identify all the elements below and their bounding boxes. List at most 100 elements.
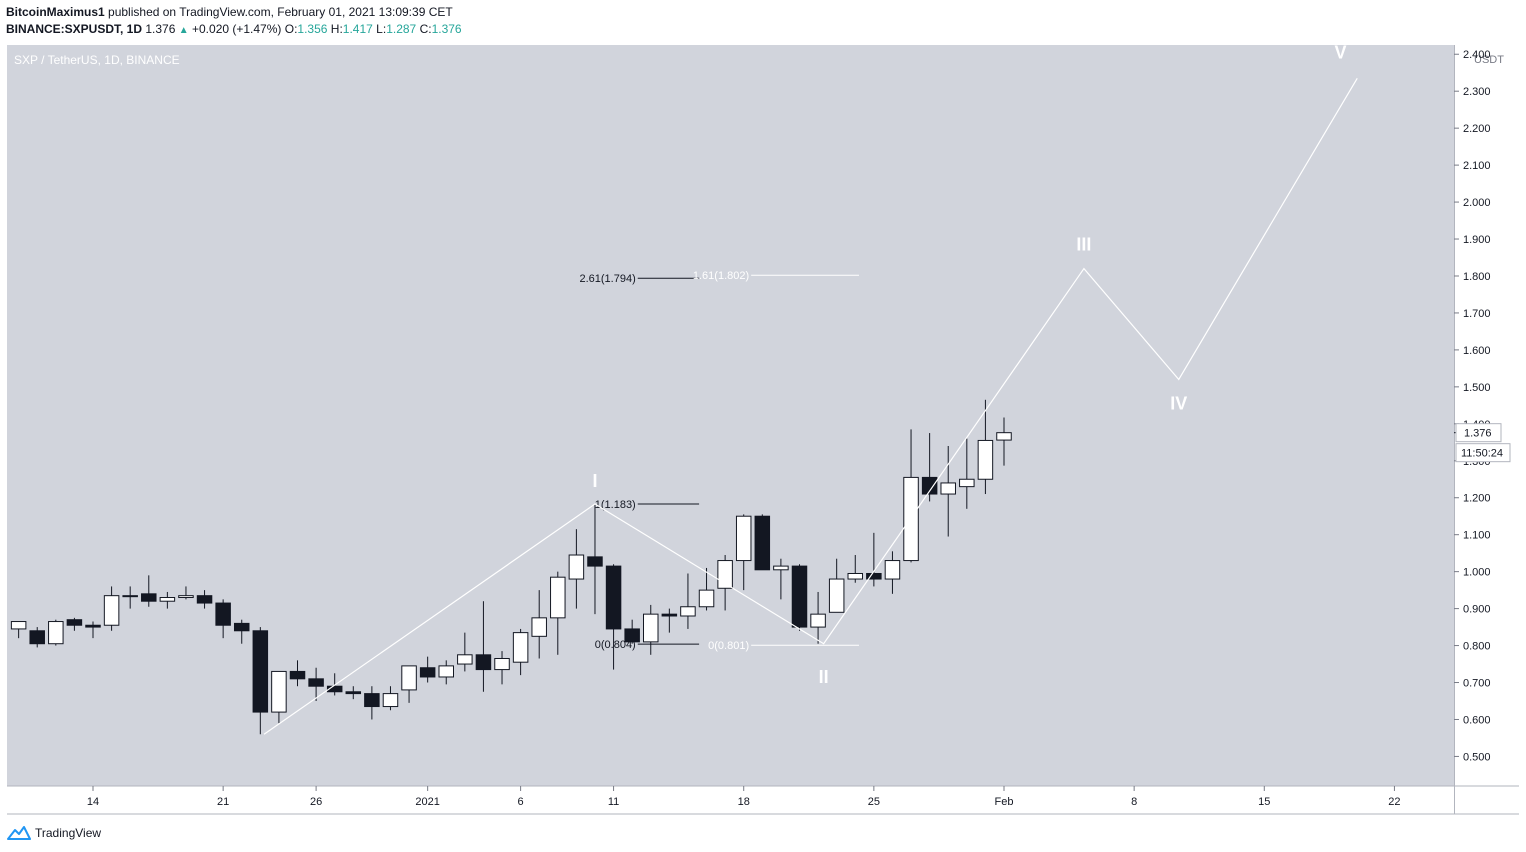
candle-body-down bbox=[475, 654, 492, 671]
candle bbox=[271, 670, 287, 724]
candle-body-up bbox=[103, 595, 120, 626]
x-tick-label: 8 bbox=[1131, 796, 1137, 808]
high-label: H: bbox=[330, 22, 343, 36]
x-tick-label: 26 bbox=[310, 796, 322, 808]
brand-name: TradingView bbox=[35, 826, 102, 840]
candle bbox=[178, 586, 194, 600]
publish-info: published on TradingView.com, February 0… bbox=[104, 5, 453, 19]
candle bbox=[531, 590, 547, 659]
y-tick-label: 2.100 bbox=[1463, 160, 1491, 172]
candle-body-up bbox=[773, 565, 789, 571]
y-tick-label: 1.600 bbox=[1463, 345, 1491, 357]
x-tick-label: 21 bbox=[217, 796, 229, 808]
countdown-label: 11:50:24 bbox=[1461, 448, 1503, 460]
candle-body-up bbox=[512, 632, 529, 663]
candle-body-up bbox=[401, 665, 417, 691]
fib-levels: 2.61(1.794)1(1.183)0(0.804)1.61(1.802)0(… bbox=[579, 270, 859, 652]
candle bbox=[735, 514, 752, 591]
candle bbox=[680, 573, 696, 629]
candle-body-down bbox=[605, 565, 622, 630]
chart-header: BitcoinMaximus1 published on TradingView… bbox=[6, 4, 462, 39]
candle bbox=[643, 604, 659, 655]
candle-body-up bbox=[531, 617, 547, 637]
open-value: 1.356 bbox=[297, 22, 328, 36]
candle bbox=[141, 575, 157, 607]
author-name[interactable]: BitcoinMaximus1 bbox=[6, 5, 105, 19]
candle bbox=[903, 429, 919, 563]
candle-body-down bbox=[326, 685, 343, 693]
y-tick-label: 2.400 bbox=[1463, 49, 1491, 61]
candle-body-down bbox=[419, 667, 436, 678]
candle bbox=[791, 564, 808, 631]
candle bbox=[494, 651, 510, 685]
candle-body-up bbox=[977, 439, 994, 480]
candle bbox=[996, 417, 1012, 466]
candle-body-down bbox=[85, 624, 101, 628]
candle-body-down bbox=[364, 693, 380, 708]
tradingview-logo[interactable]: TradingView bbox=[7, 825, 101, 841]
candle-body-up bbox=[494, 657, 510, 671]
candle bbox=[698, 567, 715, 611]
candle-body-down bbox=[29, 630, 45, 645]
wave-label: V bbox=[1335, 42, 1347, 62]
y-tick-label: 1.800 bbox=[1463, 271, 1491, 283]
candle bbox=[587, 504, 603, 615]
ohlc-line: BINANCE:SXPUSDT, 1D 1.376 ▲ +0.020 (+1.4… bbox=[6, 21, 462, 39]
candle bbox=[884, 551, 901, 594]
candle bbox=[122, 586, 138, 609]
candle-body-up bbox=[438, 665, 454, 678]
x-tick-label: 22 bbox=[1388, 796, 1400, 808]
publish-line: BitcoinMaximus1 published on TradingView… bbox=[6, 4, 462, 21]
candle-body-down bbox=[233, 622, 250, 632]
close-label: C: bbox=[419, 22, 432, 36]
y-tick-label: 1.500 bbox=[1463, 382, 1491, 394]
candle bbox=[10, 621, 27, 639]
candle-body-down bbox=[754, 515, 771, 571]
candle-body-down bbox=[289, 670, 306, 680]
candle-body-down bbox=[196, 595, 213, 604]
candle-body-up bbox=[847, 572, 864, 580]
candle-body-up bbox=[903, 476, 919, 562]
candle-body-down bbox=[921, 476, 938, 495]
wave-label: III bbox=[1076, 235, 1091, 255]
y-tick-label: 1.100 bbox=[1463, 530, 1491, 542]
candle-body-up bbox=[271, 670, 287, 713]
candle bbox=[345, 686, 362, 700]
candle-body-up bbox=[10, 621, 27, 630]
candle-body-up bbox=[122, 595, 138, 598]
symbol-label: BINANCE:SXPUSDT, 1D bbox=[6, 22, 143, 36]
candle-body-up bbox=[810, 613, 826, 628]
open-label: O: bbox=[284, 22, 298, 36]
candle-body-up bbox=[940, 482, 956, 495]
y-axis-label: USDT bbox=[1474, 54, 1504, 66]
y-tick-label: 0.700 bbox=[1463, 678, 1491, 690]
candle-body-up bbox=[735, 515, 752, 562]
candle bbox=[401, 665, 417, 703]
candle bbox=[438, 660, 454, 685]
price-axis[interactable] bbox=[1454, 45, 1519, 786]
fib-label: 1(1.183) bbox=[595, 499, 636, 511]
candle bbox=[103, 586, 120, 631]
plot-area[interactable] bbox=[7, 45, 1454, 786]
time-axis[interactable] bbox=[7, 786, 1454, 814]
candle bbox=[661, 608, 678, 633]
y-tick-label: 2.200 bbox=[1463, 123, 1491, 135]
candle-body-down bbox=[791, 565, 808, 628]
candle bbox=[29, 627, 45, 648]
candle-body-up bbox=[884, 560, 901, 580]
y-tick-label: 1.000 bbox=[1463, 567, 1491, 579]
candle-body-up bbox=[996, 432, 1012, 441]
y-tick-label: 0.800 bbox=[1463, 641, 1491, 653]
candle-body-down bbox=[587, 556, 603, 567]
x-tick-label: 25 bbox=[868, 796, 880, 808]
candle-body-down bbox=[624, 628, 640, 643]
candle bbox=[308, 667, 324, 701]
y-tick-label: 1.900 bbox=[1463, 234, 1491, 246]
wave-label: II bbox=[819, 667, 829, 687]
candle bbox=[773, 558, 789, 600]
candle bbox=[959, 438, 975, 509]
candle bbox=[847, 555, 864, 583]
candle-body-down bbox=[66, 619, 83, 626]
